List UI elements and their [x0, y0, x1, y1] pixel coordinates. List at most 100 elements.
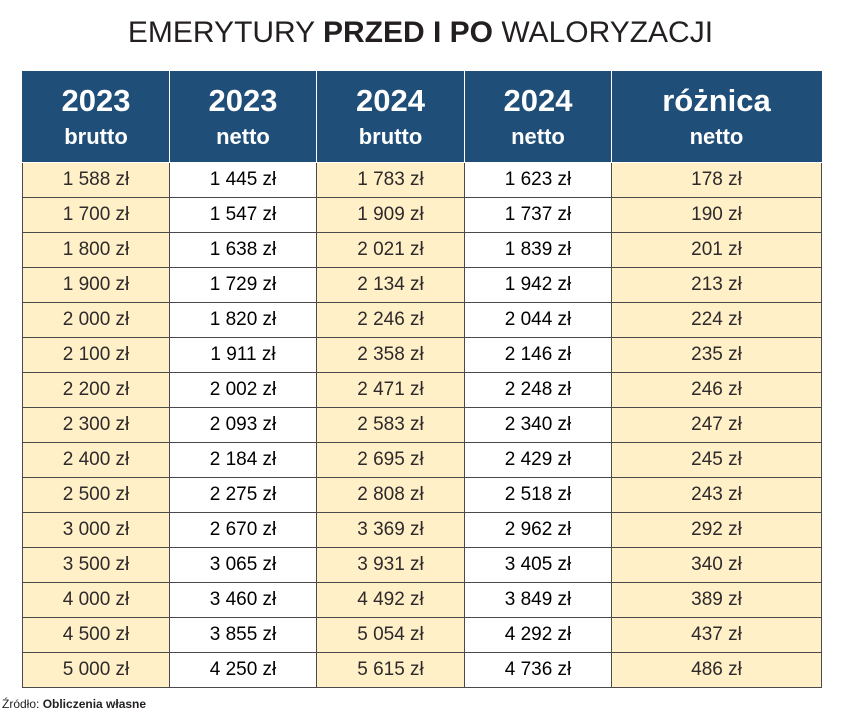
table-cell: 2 184 zł — [169, 442, 317, 478]
table-cell: 2 808 zł — [316, 477, 465, 513]
table-cell: 1 911 zł — [169, 337, 317, 373]
column-header-top: 2023 — [61, 83, 131, 118]
source-label: Źródło: — [2, 697, 43, 711]
table-cell: 4 500 zł — [22, 617, 170, 653]
table-cell: 5 000 zł — [22, 652, 170, 688]
table-cell: 4 292 zł — [464, 617, 612, 653]
table-row: 5 000 zł 4 250 zł 5 615 zł 4 736 zł 486 zł — [22, 652, 822, 688]
table-cell: 1 909 zł — [316, 197, 465, 233]
table-cell: 1 623 zł — [464, 162, 612, 198]
table-cell: 1 942 zł — [464, 267, 612, 303]
column-header-top: 2024 — [356, 83, 425, 118]
table-cell: 3 849 zł — [464, 582, 612, 618]
table-cell: 4 492 zł — [316, 582, 465, 618]
table-cell: 1 820 zł — [169, 302, 317, 338]
pension-table: 2023 brutto 2023 netto 2024 brutto 2024 netto ró… — [22, 71, 822, 688]
table-cell: 2 275 zł — [169, 477, 317, 513]
column-header-bottom: brutto — [358, 124, 423, 149]
table-cell: 2 246 zł — [316, 302, 465, 338]
table-cell: 2 695 zł — [316, 442, 465, 478]
table-cell: 3 369 zł — [316, 512, 465, 548]
table-cell: 4 000 zł — [22, 582, 170, 618]
table-cell: 2 200 zł — [22, 372, 170, 408]
table-cell: 178 zł — [611, 162, 822, 198]
table-cell: 2 429 zł — [464, 442, 612, 478]
table-row: 1 900 zł 1 729 zł 2 134 zł 1 942 zł 213 zł — [22, 267, 822, 303]
table-header-row: 2023 brutto 2023 netto 2024 brutto 2024 netto ró… — [22, 71, 822, 163]
table-cell: 243 zł — [611, 477, 822, 513]
table-cell: 1 737 zł — [464, 197, 612, 233]
title-part-3: WALORYZACJI — [493, 16, 714, 49]
title-part-1: EMERYTURY — [127, 16, 323, 49]
table-cell: 437 zł — [611, 617, 822, 653]
table-cell: 1 729 zł — [169, 267, 317, 303]
table-cell: 340 zł — [611, 547, 822, 583]
table-cell: 1 588 zł — [22, 162, 170, 198]
table-row: 2 500 zł 2 275 zł 2 808 zł 2 518 zł 243 zł — [22, 477, 822, 513]
table-cell: 3 855 zł — [169, 617, 317, 653]
table-cell: 2 670 zł — [169, 512, 317, 548]
source-note: Źródło: Obliczenia własne — [2, 697, 146, 711]
table-cell: 235 zł — [611, 337, 822, 373]
table-row: 1 800 zł 1 638 zł 2 021 zł 1 839 zł 201 zł — [22, 232, 822, 268]
table-row: 2 100 zł 1 911 zł 2 358 zł 2 146 zł 235 zł — [22, 337, 822, 373]
table-row: 1 588 zł 1 445 zł 1 783 zł 1 623 zł 178 zł — [22, 162, 822, 198]
column-header-bottom: netto — [689, 124, 744, 149]
table-cell: 2 300 zł — [22, 407, 170, 443]
table-row: 3 500 zł 3 065 zł 3 931 zł 3 405 zł 340 zł — [22, 547, 822, 583]
table-cell: 5 615 zł — [316, 652, 465, 688]
table-cell: 2 134 zł — [316, 267, 465, 303]
table-cell: 2 000 zł — [22, 302, 170, 338]
table-cell: 2 962 zł — [464, 512, 612, 548]
table-row: 4 500 zł 3 855 zł 5 054 zł 4 292 zł 437 zł — [22, 617, 822, 653]
table-cell: 1 445 zł — [169, 162, 317, 198]
column-header-1: 2023 brutto — [22, 71, 170, 163]
table-row: 2 400 zł 2 184 zł 2 695 zł 2 429 zł 245 zł — [22, 442, 822, 478]
column-header-3: 2024 brutto — [316, 71, 465, 163]
column-header-bottom: brutto — [64, 124, 128, 149]
column-header-4: 2024 netto — [464, 71, 612, 163]
table-cell: 246 zł — [611, 372, 822, 408]
column-header-top: 2023 — [208, 83, 278, 118]
table-row: 4 000 zł 3 460 zł 4 492 zł 3 849 zł 389 zł — [22, 582, 822, 618]
table-cell: 247 zł — [611, 407, 822, 443]
table-cell: 2 358 zł — [316, 337, 465, 373]
table-row: 2 300 zł 2 093 zł 2 583 zł 2 340 zł 247 zł — [22, 407, 822, 443]
table-cell: 3 460 zł — [169, 582, 317, 618]
table-cell: 213 zł — [611, 267, 822, 303]
table-cell: 2 021 zł — [316, 232, 465, 268]
table-cell: 1 800 zł — [22, 232, 170, 268]
table-cell: 201 zł — [611, 232, 822, 268]
table-cell: 2 518 zł — [464, 477, 612, 513]
table-cell: 224 zł — [611, 302, 822, 338]
table-body: 1 588 zł 1 445 zł 1 783 zł 1 623 zł 178 zł 1 … — [22, 162, 822, 688]
table-cell: 2 248 zł — [464, 372, 612, 408]
table-cell: 3 065 zł — [169, 547, 317, 583]
column-header-2: 2023 netto — [169, 71, 317, 163]
column-header-top: 2024 — [503, 83, 573, 118]
table-cell: 1 900 zł — [22, 267, 170, 303]
table-cell: 245 zł — [611, 442, 822, 478]
table-cell: 389 zł — [611, 582, 822, 618]
column-header-bottom: netto — [216, 124, 270, 149]
table-cell: 292 zł — [611, 512, 822, 548]
table-row: 2 200 zł 2 002 zł 2 471 zł 2 248 zł 246 zł — [22, 372, 822, 408]
table-row: 1 700 zł 1 547 zł 1 909 zł 1 737 zł 190 zł — [22, 197, 822, 233]
column-header-top: różnica — [662, 83, 771, 118]
column-header-5: różnica netto — [611, 71, 822, 163]
table-cell: 2 583 zł — [316, 407, 465, 443]
table-cell: 190 zł — [611, 197, 822, 233]
table-cell: 2 471 zł — [316, 372, 465, 408]
table-cell: 2 100 zł — [22, 337, 170, 373]
table-cell: 2 500 zł — [22, 477, 170, 513]
table-cell: 3 405 zł — [464, 547, 612, 583]
table-cell: 1 700 zł — [22, 197, 170, 233]
chart-title: EMERYTURY PRZED I PO WALORYZACJI — [0, 16, 841, 50]
table-cell: 2 002 zł — [169, 372, 317, 408]
title-part-2: PRZED I PO — [322, 16, 494, 49]
table-row: 3 000 zł 2 670 zł 3 369 zł 2 962 zł 292 zł — [22, 512, 822, 548]
table-cell: 3 000 zł — [22, 512, 170, 548]
table-cell: 4 736 zł — [464, 652, 612, 688]
table-cell: 2 340 zł — [464, 407, 612, 443]
table-cell: 486 zł — [611, 652, 822, 688]
